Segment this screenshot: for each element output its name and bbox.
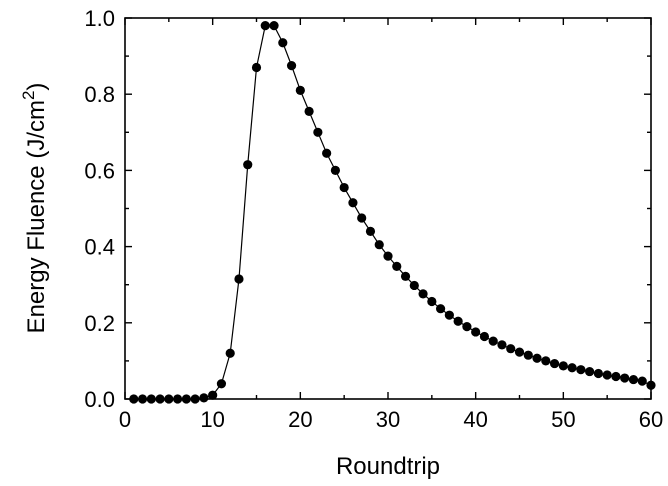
y-axis-title-superscript: 2 <box>19 91 38 100</box>
data-point <box>216 379 227 389</box>
y-axis-title-main: Energy Fluence (J/cm <box>23 100 50 333</box>
data-point <box>602 370 612 380</box>
data-point <box>427 296 437 307</box>
data-point <box>208 390 218 400</box>
data-point <box>304 106 314 116</box>
data-point <box>514 347 525 357</box>
data-point <box>383 251 393 261</box>
data-point <box>488 336 498 346</box>
series-line <box>133 25 652 400</box>
data-point <box>269 21 279 31</box>
y-axis-title-suffix: ) <box>23 83 50 91</box>
x-tick-label: 60 <box>639 407 663 432</box>
plot-frame <box>124 17 652 400</box>
data-point <box>549 358 560 369</box>
data-point <box>146 394 156 404</box>
data-point <box>462 322 472 332</box>
x-tick-label: 30 <box>376 407 400 432</box>
data-point <box>190 394 200 404</box>
y-tick-label: 1.0 <box>84 6 115 31</box>
y-tick-label: 0.2 <box>84 311 115 336</box>
y-axis-title: Energy Fluence (J/cm2) <box>19 83 50 334</box>
data-point <box>523 350 533 360</box>
data-point <box>260 21 270 31</box>
x-tick-label: 50 <box>551 407 575 432</box>
data-point <box>322 148 332 158</box>
plot-area <box>124 17 652 400</box>
data-point <box>251 62 262 73</box>
data-point <box>576 365 586 375</box>
data-point <box>155 394 165 404</box>
data-point <box>295 85 305 95</box>
data-point <box>418 289 428 299</box>
data-point <box>541 356 551 366</box>
data-point <box>278 38 288 48</box>
y-tick-label: 0.0 <box>84 387 115 412</box>
tick-labels: 0 10 20 30 40 50 60 0.0 0.2 0.4 0.6 0.8 1.0 <box>84 6 663 432</box>
data-point <box>628 374 639 385</box>
data-point <box>313 127 323 137</box>
data-point <box>243 160 253 170</box>
data-point <box>234 274 244 284</box>
data-point <box>173 394 183 404</box>
data-point <box>374 240 384 250</box>
x-tick-label: 0 <box>119 407 131 432</box>
data-point <box>409 280 419 291</box>
data-point <box>637 376 647 386</box>
x-tick-label: 20 <box>288 407 312 432</box>
data-point <box>585 366 595 377</box>
y-tick-label: 0.6 <box>84 158 115 183</box>
data-point <box>339 182 349 193</box>
data-point <box>137 394 148 404</box>
data-point <box>357 213 367 223</box>
data-point <box>444 310 454 320</box>
data-point <box>181 394 191 404</box>
data-point <box>611 371 621 382</box>
y-tick-label: 0.8 <box>84 82 115 107</box>
data-point <box>558 361 568 371</box>
data-point <box>129 394 139 404</box>
data-point <box>593 368 604 379</box>
data-point <box>392 261 402 272</box>
data-point <box>286 61 297 71</box>
data-points <box>129 21 656 404</box>
data-point <box>567 363 577 373</box>
data-point <box>479 331 490 342</box>
data-point <box>164 394 174 404</box>
data-point <box>646 380 656 390</box>
data-point <box>348 198 358 208</box>
data-point <box>225 348 235 358</box>
data-point <box>453 316 463 326</box>
data-point <box>330 165 340 175</box>
x-tick-label: 10 <box>200 407 224 432</box>
x-tick-label: 40 <box>463 407 487 432</box>
data-point <box>400 271 411 281</box>
data-point <box>471 327 481 337</box>
data-point <box>436 304 446 314</box>
y-tick-label: 0.4 <box>84 235 115 260</box>
data-point <box>620 373 630 383</box>
x-axis-title: Roundtrip <box>336 453 440 480</box>
data-point <box>532 353 542 363</box>
data-point <box>506 344 516 354</box>
data-point <box>497 340 507 350</box>
data-point <box>199 393 209 403</box>
data-point <box>365 226 376 236</box>
ticks <box>124 17 652 400</box>
